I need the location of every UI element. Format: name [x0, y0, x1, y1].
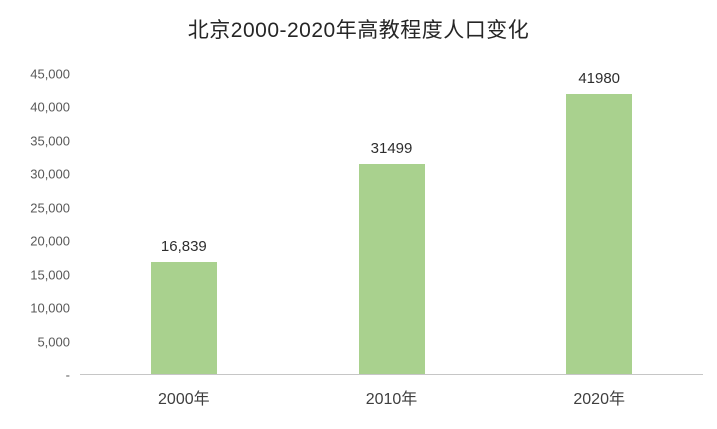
value-label: 31499	[370, 140, 413, 158]
y-tick-label: 5,000	[37, 334, 70, 350]
chart-title: 北京2000-2020年高教程度人口变化	[187, 19, 530, 42]
y-tick-label: 30,000	[30, 166, 70, 182]
x-axis-category-label: 2020年	[573, 391, 625, 408]
y-axis: - 5,000 10,000 15,000 20,000 25,000 30,000 35,0…	[0, 67, 70, 383]
bar	[566, 94, 633, 374]
y-tick-label: 35,000	[30, 133, 70, 149]
bar-slot: 41980 2020年	[495, 70, 703, 408]
y-tick-label: 25,000	[30, 200, 70, 216]
plot-area: 16,839 2000年 31499 2010年 41980 2020年	[80, 70, 703, 408]
bar-slot: 16,839 2000年	[80, 74, 288, 408]
bar	[358, 164, 425, 374]
y-tick-label: -	[65, 367, 70, 383]
y-tick-label: 10,000	[30, 300, 70, 316]
x-axis-category-label: 2000年	[158, 391, 210, 408]
y-tick-label: 15,000	[30, 267, 70, 283]
x-axis-category-label: 2010年	[365, 391, 418, 408]
y-tick-label: 20,000	[30, 233, 70, 249]
y-tick-label: 40,000	[30, 99, 70, 115]
value-label: 16,839	[160, 237, 207, 255]
y-tick-label: 45,000	[30, 66, 70, 82]
value-label: 41980	[578, 70, 621, 88]
bar-slot: 31499 2010年	[288, 74, 496, 408]
bar	[150, 261, 217, 374]
